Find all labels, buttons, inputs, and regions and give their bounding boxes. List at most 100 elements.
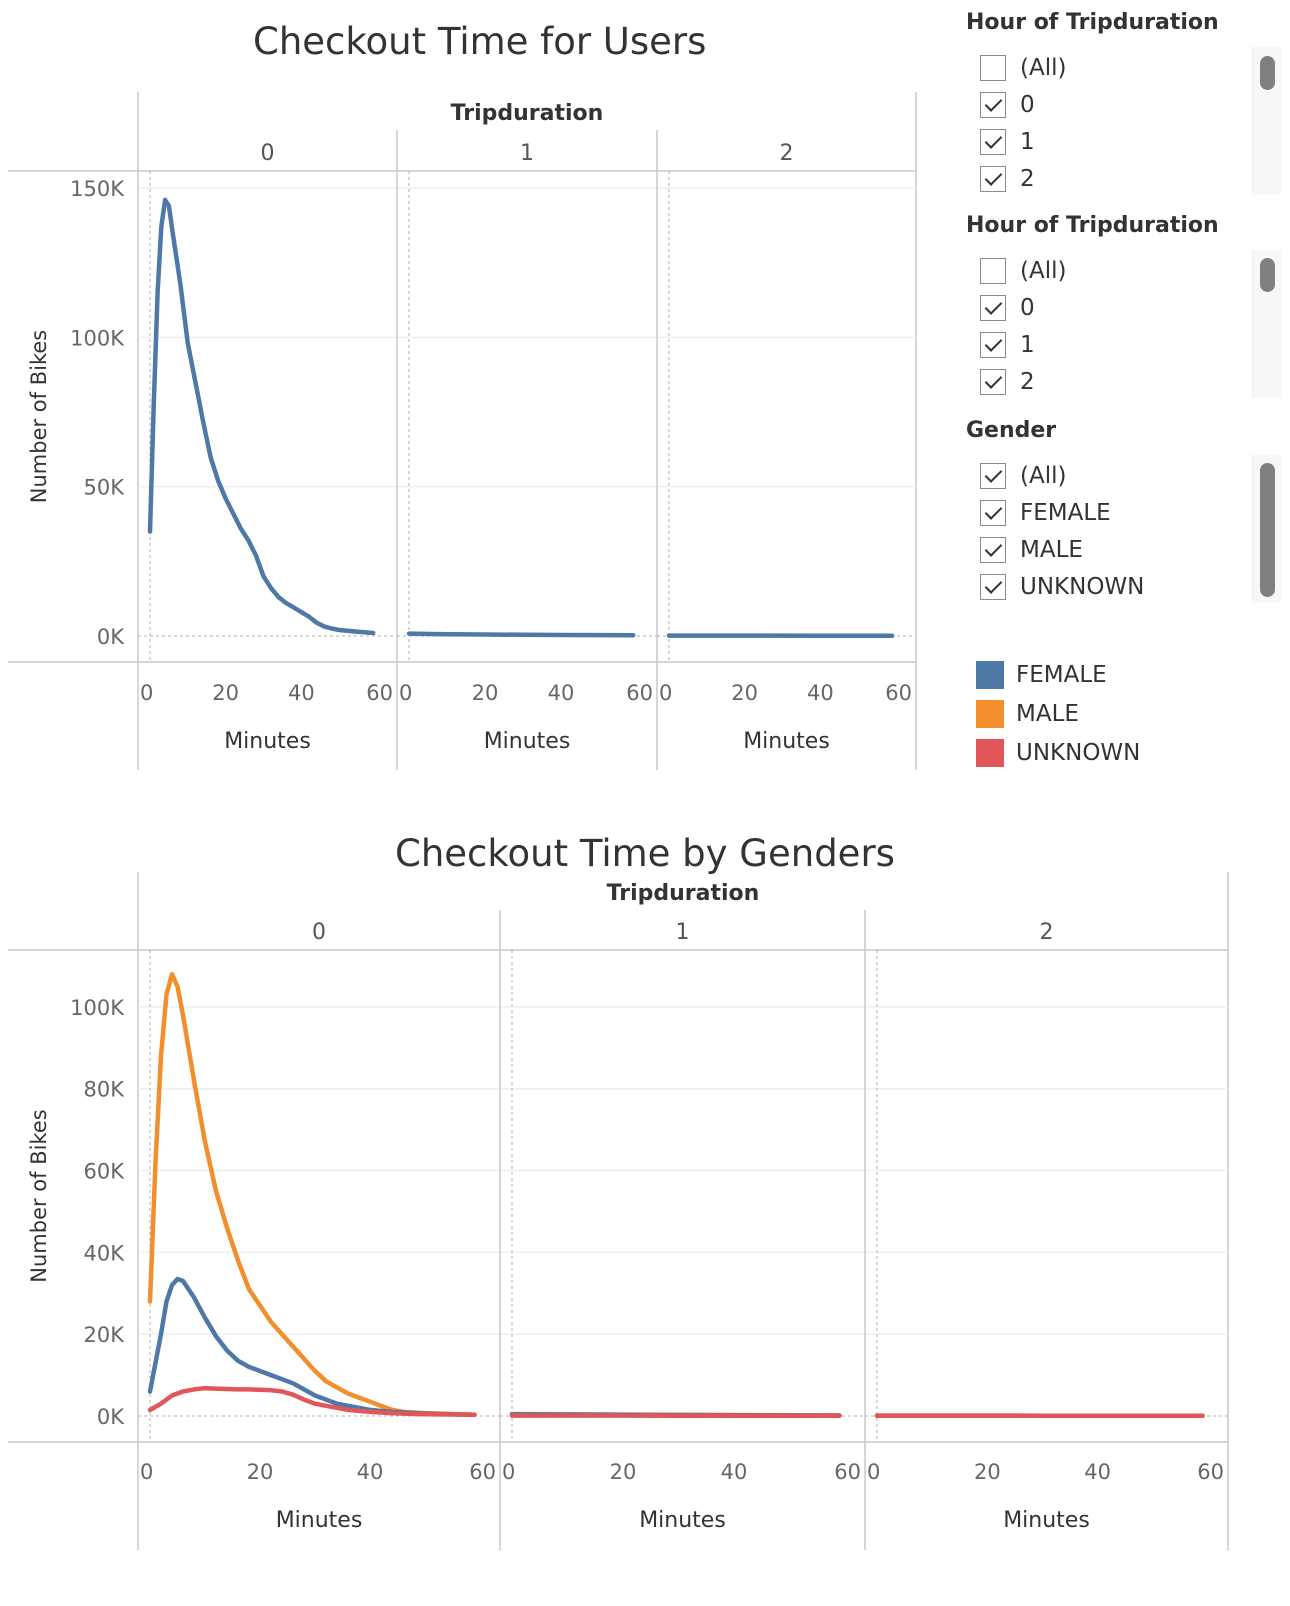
series-line-female bbox=[147, 1276, 477, 1418]
filter-checkbox-item[interactable]: MALE bbox=[980, 535, 1083, 565]
users-chart: Tripduration Number of Bikes 0K 50K 100K 150K… bbox=[8, 92, 917, 770]
filter-item-label: 2 bbox=[1020, 369, 1035, 395]
filter-title: Gender bbox=[966, 418, 1057, 443]
filter-checkbox-item[interactable]: 1 bbox=[980, 330, 1035, 360]
x-tick-label: 20 bbox=[472, 681, 499, 705]
scrollbar-thumb[interactable] bbox=[1260, 56, 1275, 90]
legend-item[interactable]: FEMALE bbox=[976, 660, 1107, 690]
x-axis-label: Minutes bbox=[1003, 1508, 1090, 1533]
x-axis-label: Minutes bbox=[639, 1508, 726, 1533]
scrollbar-thumb[interactable] bbox=[1260, 258, 1275, 292]
legend-label: FEMALE bbox=[1016, 662, 1107, 688]
panel-header: 0 bbox=[261, 141, 275, 166]
filter-checkbox-item[interactable]: UNKNOWN bbox=[980, 572, 1144, 602]
checkbox-checked[interactable] bbox=[980, 537, 1006, 563]
filter-checkbox-item[interactable]: FEMALE bbox=[980, 498, 1111, 528]
checkbox-unchecked[interactable] bbox=[980, 258, 1006, 284]
series-line-users bbox=[147, 197, 376, 636]
checkbox-checked[interactable] bbox=[980, 92, 1006, 118]
x-tick-label: 20 bbox=[212, 681, 239, 705]
filter-item-label: 0 bbox=[1020, 295, 1035, 321]
legend-swatch bbox=[976, 700, 1004, 728]
legend-item[interactable]: MALE bbox=[976, 699, 1079, 729]
y-tick-label: 0K bbox=[97, 625, 125, 649]
legend-label: UNKNOWN bbox=[1016, 740, 1141, 766]
filter-item-label: (All) bbox=[1020, 55, 1067, 81]
x-tick-label: 60 bbox=[885, 681, 912, 705]
checkbox-checked[interactable] bbox=[980, 295, 1006, 321]
filter-item-label: FEMALE bbox=[1020, 500, 1111, 526]
filter-item-label: UNKNOWN bbox=[1020, 574, 1145, 600]
filter-item-label: 0 bbox=[1020, 92, 1035, 118]
x-tick-label: 60 bbox=[366, 681, 393, 705]
filter-checkbox-item[interactable]: 0 bbox=[980, 90, 1035, 120]
x-tick-label: 20 bbox=[610, 1460, 637, 1484]
series-line-female bbox=[509, 1412, 842, 1418]
series-line-male bbox=[509, 1411, 842, 1418]
y-tick-label: 100K bbox=[70, 326, 125, 350]
y-tick-label: 150K bbox=[70, 177, 125, 201]
checkbox-checked[interactable] bbox=[980, 500, 1006, 526]
filter-checkbox-item[interactable]: 2 bbox=[980, 164, 1035, 194]
x-tick-label: 60 bbox=[834, 1460, 861, 1484]
filter-checkbox-item[interactable]: (All) bbox=[980, 53, 1066, 83]
x-axis-label: Minutes bbox=[743, 729, 830, 754]
x-tick-label: 0 bbox=[399, 681, 412, 705]
x-tick-label: 60 bbox=[469, 1460, 496, 1484]
x-tick-label: 0 bbox=[140, 1460, 153, 1484]
checkbox-checked[interactable] bbox=[980, 369, 1006, 395]
x-tick-label: 0 bbox=[659, 681, 672, 705]
legend-swatch bbox=[976, 739, 1004, 767]
panel-header: 2 bbox=[1040, 920, 1054, 945]
x-tick-label: 60 bbox=[626, 681, 653, 705]
x-tick-label: 0 bbox=[502, 1460, 515, 1484]
checkbox-unchecked[interactable] bbox=[980, 55, 1006, 81]
y-tick-label: 40K bbox=[84, 1241, 126, 1265]
x-tick-label: 20 bbox=[247, 1460, 274, 1484]
panel-header: 1 bbox=[520, 141, 534, 166]
checkbox-checked[interactable] bbox=[980, 332, 1006, 358]
x-tick-label: 40 bbox=[807, 681, 834, 705]
filter-scrollbar[interactable] bbox=[1252, 250, 1281, 398]
filter-checkbox-item[interactable]: 1 bbox=[980, 127, 1035, 157]
column-header: Tripduration bbox=[451, 101, 604, 126]
series-line-male bbox=[147, 971, 477, 1418]
checkbox-checked[interactable] bbox=[980, 574, 1006, 600]
x-tick-label: 0 bbox=[140, 681, 153, 705]
checkbox-checked[interactable] bbox=[980, 166, 1006, 192]
x-tick-label: 40 bbox=[1084, 1460, 1111, 1484]
filter-title: Hour of Tripduration bbox=[966, 213, 1219, 238]
y-tick-label: 50K bbox=[84, 476, 126, 500]
x-tick-label: 0 bbox=[867, 1460, 880, 1484]
scrollbar-thumb[interactable] bbox=[1260, 463, 1275, 597]
legend-item[interactable]: UNKNOWN bbox=[976, 738, 1140, 768]
filter-item-label: 1 bbox=[1020, 129, 1035, 155]
y-tick-label: 0K bbox=[97, 1405, 125, 1429]
x-tick-label: 60 bbox=[1197, 1460, 1224, 1484]
x-tick-label: 40 bbox=[721, 1460, 748, 1484]
series-line-unknown bbox=[147, 1385, 477, 1418]
filter-checkbox-item[interactable]: 2 bbox=[980, 367, 1035, 397]
filter-item-label: MALE bbox=[1020, 537, 1083, 563]
y-tick-label: 100K bbox=[70, 996, 125, 1020]
legend-swatch bbox=[976, 661, 1004, 689]
x-tick-label: 40 bbox=[357, 1460, 384, 1484]
legend-label: MALE bbox=[1016, 701, 1079, 727]
y-tick-label: 80K bbox=[84, 1078, 126, 1102]
filter-item-label: (All) bbox=[1020, 258, 1067, 284]
y-tick-label: 20K bbox=[84, 1323, 126, 1347]
filter-scrollbar[interactable] bbox=[1252, 455, 1281, 603]
x-axis-label: Minutes bbox=[276, 1508, 363, 1533]
chart-title-genders: Checkout Time by Genders bbox=[395, 832, 895, 875]
series-line-users bbox=[406, 631, 636, 638]
checkbox-checked[interactable] bbox=[980, 463, 1006, 489]
filter-checkbox-item[interactable]: (All) bbox=[980, 461, 1066, 491]
panel-header: 0 bbox=[312, 920, 326, 945]
column-header: Tripduration bbox=[607, 881, 760, 906]
filter-checkbox-item[interactable]: 0 bbox=[980, 293, 1035, 323]
filter-scrollbar[interactable] bbox=[1252, 47, 1281, 195]
checkbox-checked[interactable] bbox=[980, 129, 1006, 155]
filter-checkbox-item[interactable]: (All) bbox=[980, 256, 1066, 286]
x-tick-label: 20 bbox=[974, 1460, 1001, 1484]
filter-item-label: (All) bbox=[1020, 463, 1067, 489]
